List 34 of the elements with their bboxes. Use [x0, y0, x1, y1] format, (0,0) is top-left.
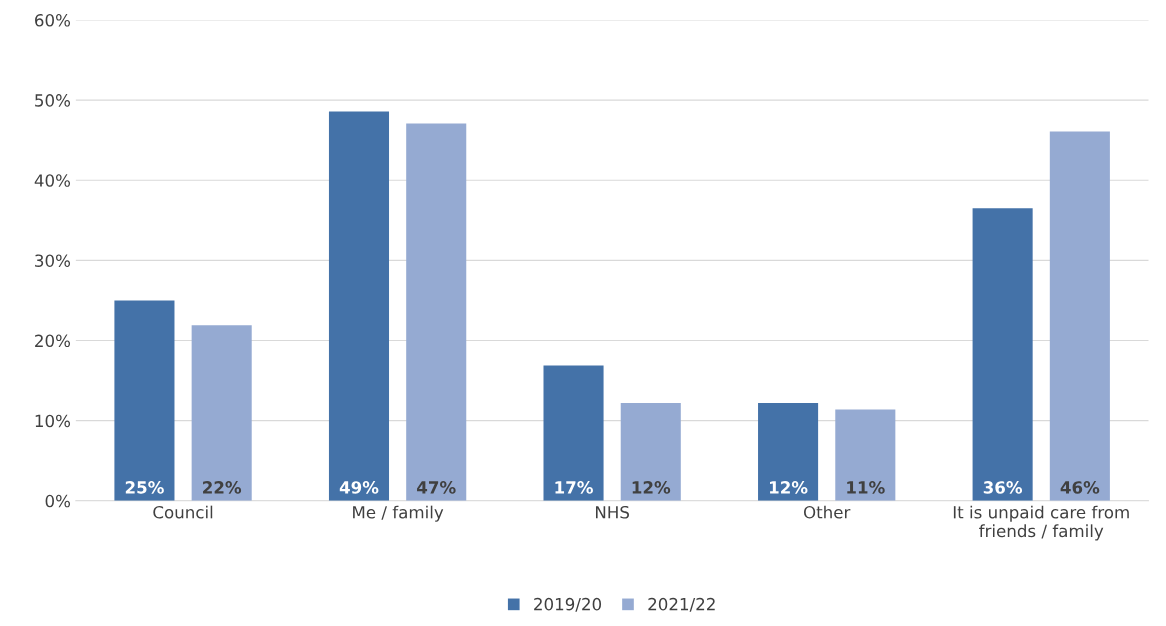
y-tick-label: 20%	[35, 334, 71, 348]
y-tick-label: 10%	[35, 414, 71, 428]
bar	[406, 123, 467, 501]
y-tick-label: 40%	[34, 174, 71, 187]
x-tick-label: NHS	[595, 505, 630, 519]
bar	[758, 403, 819, 501]
data-label: 25%	[125, 481, 164, 494]
bar	[543, 365, 604, 501]
data-label: 47%	[417, 481, 456, 494]
data-label: 12%	[632, 481, 671, 494]
bar	[835, 409, 896, 501]
bar	[972, 208, 1033, 501]
data-label: 12%	[770, 481, 808, 494]
data-label: 11%	[847, 481, 885, 494]
bar	[1049, 131, 1110, 501]
data-label: 46%	[1060, 481, 1100, 494]
bar	[191, 325, 252, 501]
bar	[114, 300, 175, 501]
y-tick-label: 60%	[35, 13, 71, 27]
legend-label: 2021/22	[648, 597, 715, 612]
data-label: 22%	[203, 481, 242, 494]
x-tick-label: Me / family	[353, 505, 444, 522]
y-tick-label: 50%	[35, 94, 71, 107]
bar	[328, 111, 390, 501]
x-tick-label: It is unpaid care from friends / family	[953, 505, 1129, 541]
data-label: 36%	[983, 481, 1023, 494]
x-tick-label: Council	[153, 505, 213, 519]
x-tick-label: Other	[803, 505, 851, 519]
legend-label: 2019/20	[534, 597, 602, 612]
bar	[620, 403, 681, 501]
y-tick-label: 0%	[45, 494, 71, 508]
data-label: 17%	[555, 481, 593, 494]
y-tick-label: 30%	[35, 254, 71, 267]
data-label: 49%	[339, 481, 379, 494]
